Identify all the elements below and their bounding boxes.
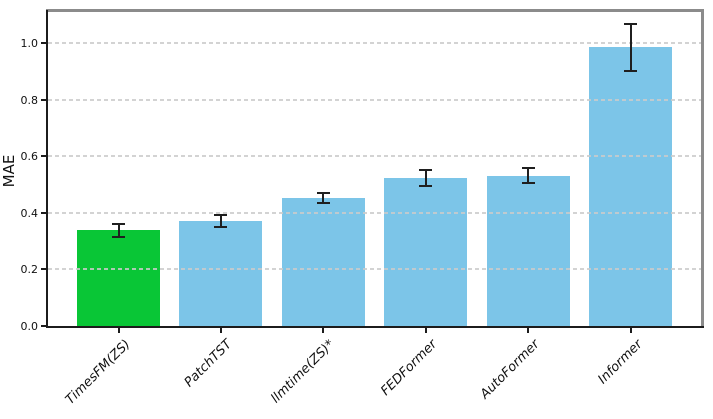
x-tick-mark: [219, 328, 222, 333]
y-tick-label: 0.2: [20, 263, 39, 277]
error-bar-cap: [419, 184, 433, 187]
error-bar-cap: [316, 191, 330, 194]
y-tick-label: 1.0: [20, 37, 39, 51]
plot-spine-bottom: [46, 326, 704, 328]
x-tick-label-autoformer: AutoFormer: [477, 337, 543, 403]
plot-spine-top: [46, 9, 704, 12]
error-bar-cap: [214, 225, 228, 228]
gridline-y-0.8: [48, 98, 701, 101]
gridline-y-0.6: [48, 155, 701, 158]
y-tick-mark: [41, 155, 47, 158]
bar-fedformer: [384, 178, 468, 326]
x-tick-label-fedformer: FEDFormer: [378, 337, 441, 399]
x-tick-mark: [629, 328, 632, 333]
error-bar-line: [219, 214, 222, 227]
y-tick-label: 0.8: [20, 93, 39, 107]
plot-spine-right: [701, 9, 704, 328]
bar-llmtime-zs-: [281, 197, 365, 326]
y-tick-label: 0.0: [20, 320, 39, 333]
x-tick-label-timesfm-zs-: TimesFM(ZS): [62, 337, 134, 408]
error-bar-cap: [112, 222, 125, 225]
plot-area: [48, 12, 701, 326]
x-tick-mark: [117, 328, 120, 333]
plot-spine-left: [46, 10, 48, 328]
error-bar-line: [424, 170, 427, 186]
error-bar-cap: [521, 167, 535, 170]
error-bar-line: [322, 192, 325, 203]
error-bar-cap: [316, 201, 330, 204]
bar-timesfm-zs-: [77, 230, 160, 326]
gridline-y-0.2: [48, 268, 701, 271]
bar-informer: [589, 47, 672, 326]
y-tick-mark: [41, 211, 47, 214]
x-tick-label-informer: Informer: [594, 337, 646, 388]
y-axis-label: MAE: [0, 154, 18, 188]
bar-patchtst: [179, 220, 263, 326]
bar-autoformer: [486, 175, 570, 326]
y-tick-label: 0.6: [20, 150, 39, 164]
error-bar-cap: [521, 181, 535, 184]
error-bar-line: [527, 168, 530, 183]
x-tick-mark: [322, 328, 325, 333]
error-bar-cap: [624, 69, 637, 72]
error-bar-line: [629, 23, 632, 71]
y-tick-mark: [41, 268, 47, 271]
y-tick-mark: [41, 98, 47, 101]
x-tick-label-llmtime-zs-: llmtime(ZS)*: [268, 337, 338, 407]
gridline-y-0.4: [48, 211, 701, 214]
error-bar-cap: [419, 169, 433, 172]
error-bar-cap: [624, 22, 637, 25]
y-tick-mark: [41, 325, 47, 327]
y-tick-label: 0.4: [20, 206, 39, 220]
error-bar-cap: [214, 213, 228, 216]
x-tick-mark: [527, 328, 530, 333]
error-bar-cap: [112, 236, 125, 239]
gridline-y-1.0: [48, 42, 701, 45]
x-tick-label-patchtst: PatchTST: [182, 337, 236, 391]
x-tick-mark: [424, 328, 427, 333]
error-bar-line: [117, 223, 120, 238]
y-tick-mark: [41, 42, 47, 45]
